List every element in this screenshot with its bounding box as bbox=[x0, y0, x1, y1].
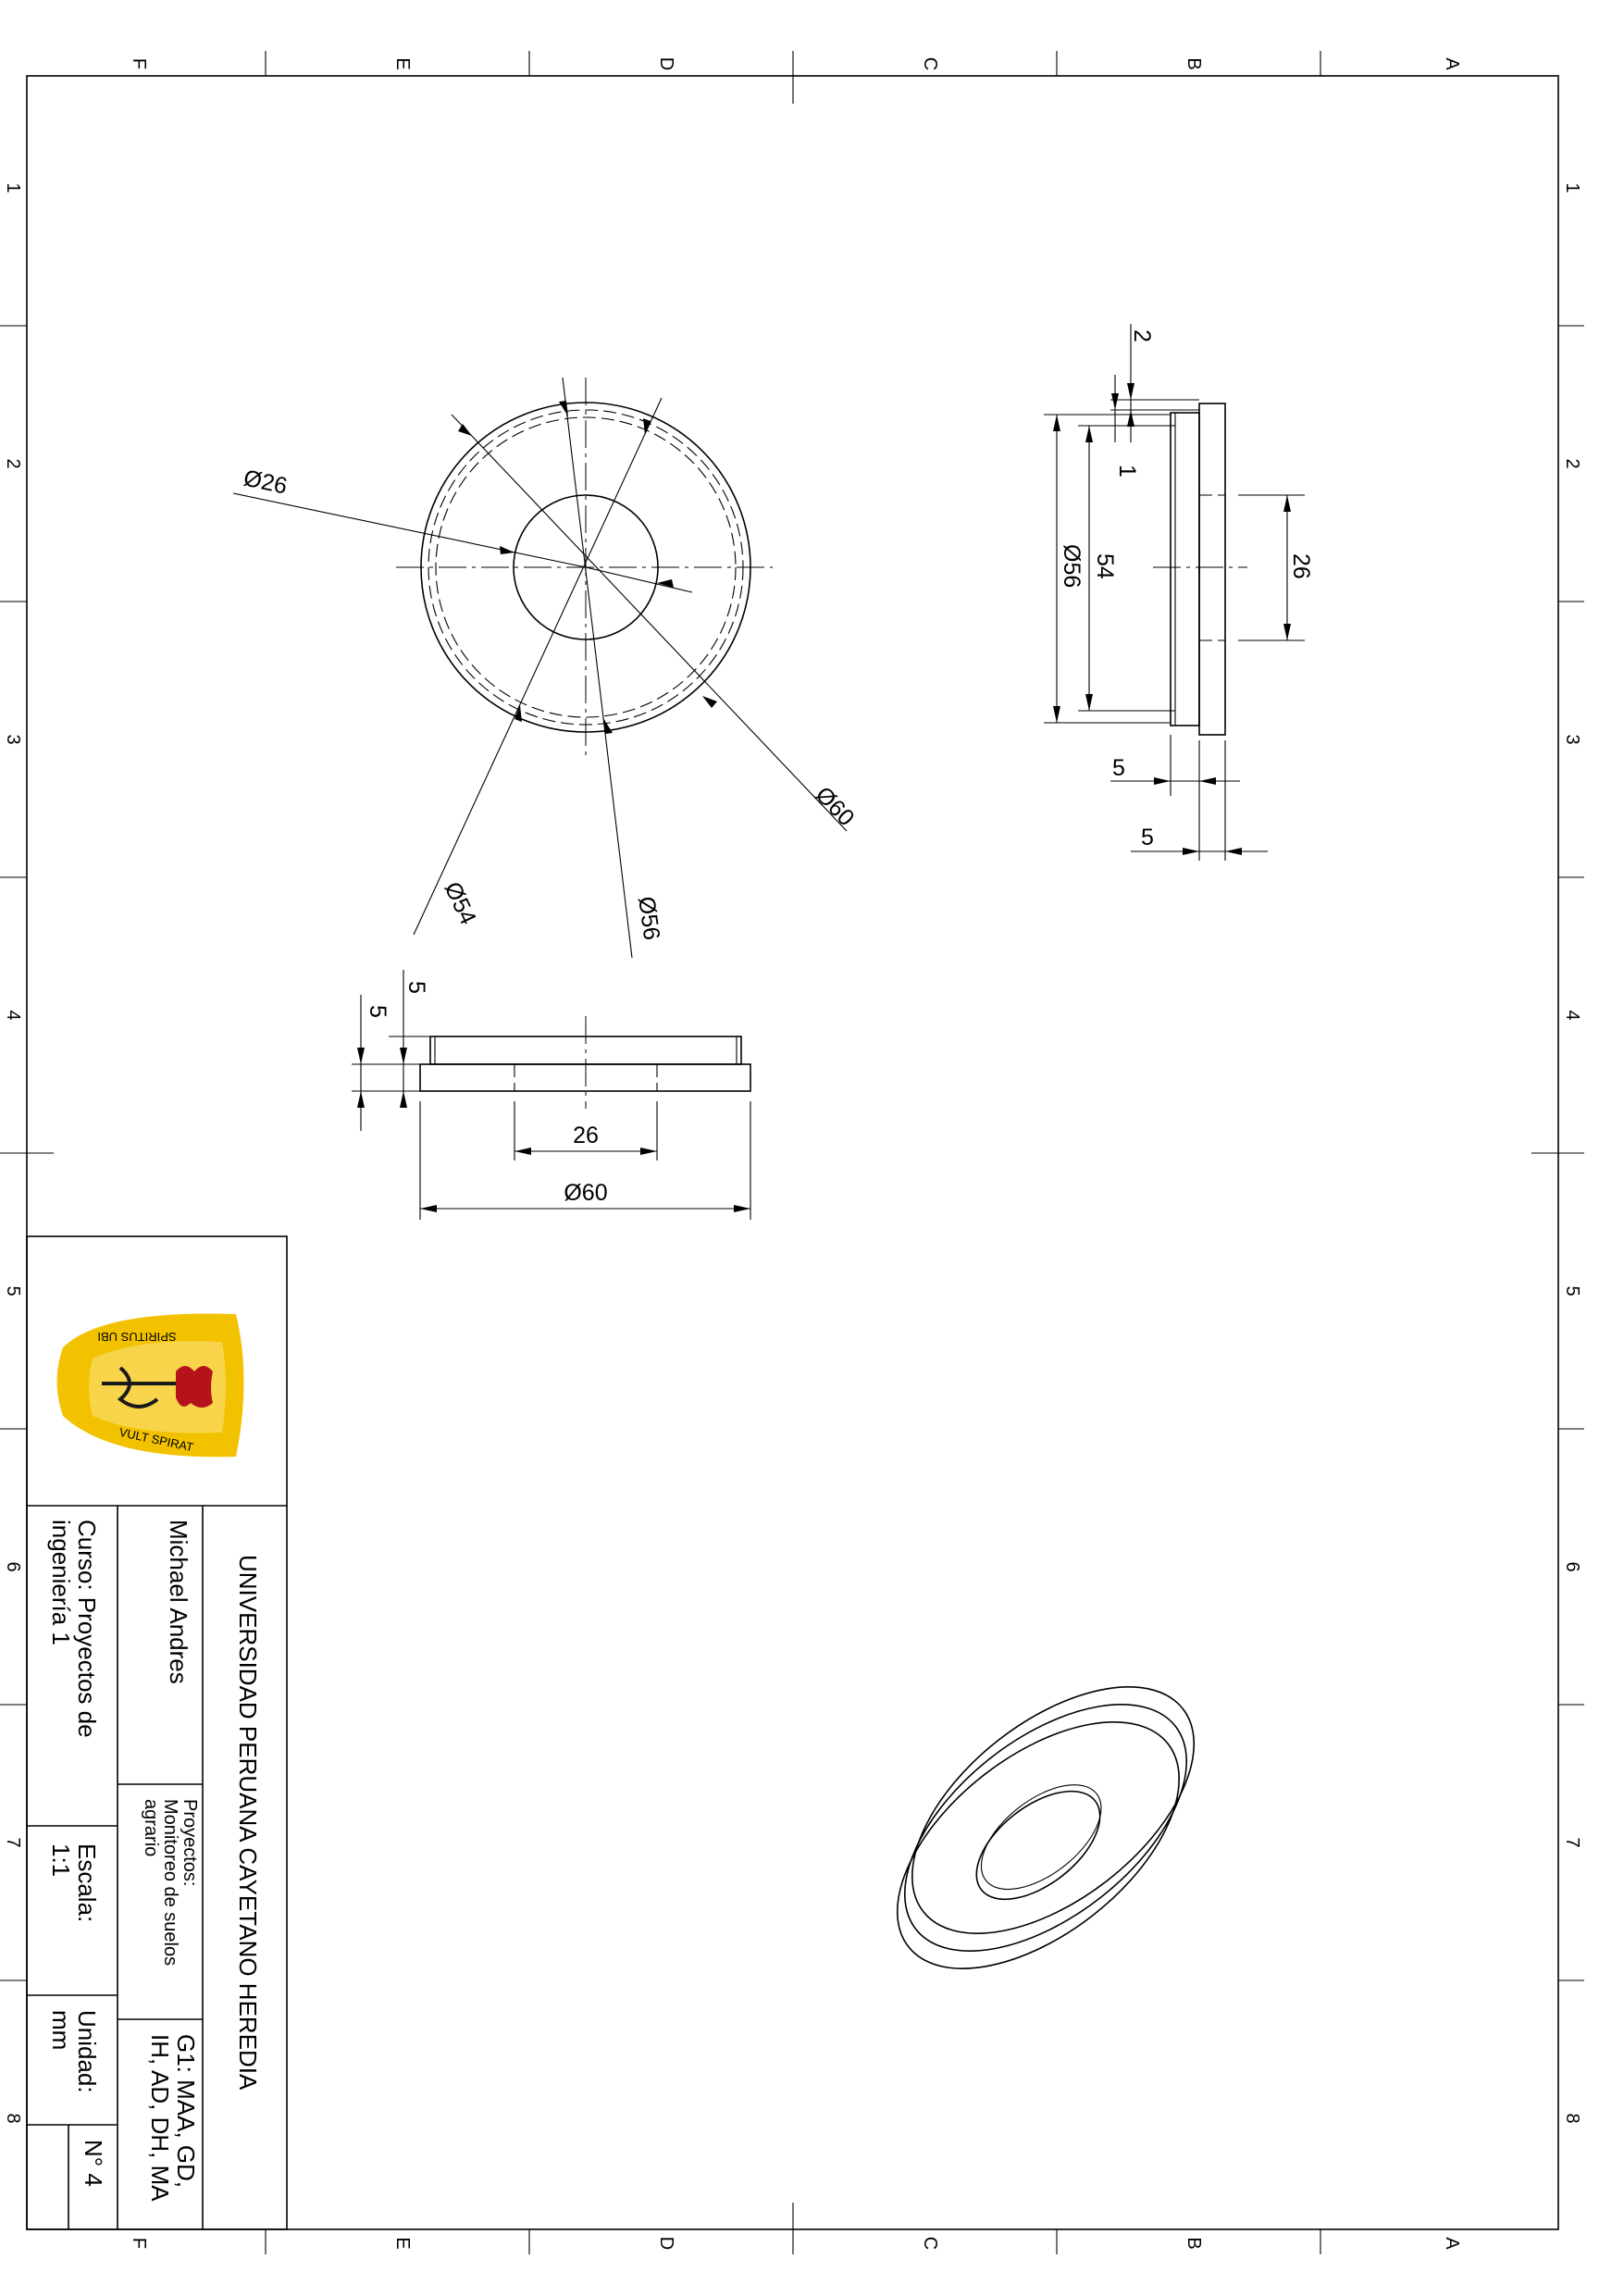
front-view-arrow-56b bbox=[603, 718, 613, 734]
bottom-view-dim-5a-label: 5 bbox=[403, 981, 429, 994]
bottom-view-dim-26-label: 26 bbox=[573, 1123, 599, 1148]
group-line-2: IH, AD, DH, MA bbox=[146, 2034, 174, 2202]
unit-value: mm bbox=[47, 2010, 75, 2050]
front-view: Ø26 Ø60 Ø54 Ø56 bbox=[232, 377, 860, 959]
course-line-2: ingeniería 1 bbox=[47, 1520, 75, 1645]
front-view-dia-26-label: Ø26 bbox=[242, 465, 290, 499]
side-view-dim-26-label: 26 bbox=[1288, 553, 1314, 579]
author-name: Michael Andres bbox=[165, 1520, 192, 1684]
project-line-2: Monitoreo de suelos bbox=[160, 1799, 180, 1966]
zone-label-8-left: 8 bbox=[3, 2113, 23, 2123]
group-line-1: G1: MAA, GD, bbox=[172, 2034, 200, 2188]
side-view-dim-54-label: 54 bbox=[1092, 553, 1118, 579]
project-line-3: agrario bbox=[141, 1799, 161, 1856]
isometric-view bbox=[896, 1686, 1196, 1969]
zone-label-8-right: 8 bbox=[1562, 2113, 1582, 2123]
zone-label-1-right: 1 bbox=[1562, 182, 1582, 192]
zone-label-4-left: 4 bbox=[3, 1010, 23, 1020]
zone-label-3-right: 3 bbox=[1562, 734, 1582, 744]
zone-label-F-top: F bbox=[129, 58, 149, 69]
zone-label-E-top: E bbox=[392, 57, 413, 69]
front-view-arrow-56a bbox=[559, 401, 568, 416]
zone-label-6-left: 6 bbox=[3, 1561, 23, 1571]
zone-label-D-top: D bbox=[656, 57, 676, 70]
zone-label-C-top: C bbox=[920, 57, 940, 70]
zone-label-C-bottom: C bbox=[920, 2237, 940, 2250]
zone-label-A-bottom: A bbox=[1442, 2237, 1462, 2250]
course-line-1: Curso: Proyectos de bbox=[73, 1520, 101, 1738]
university-name: UNIVERSIDAD PERUANA CAYETANO HEREDIA bbox=[234, 1555, 262, 2091]
sheet-number: N° 4 bbox=[80, 2140, 107, 2187]
zone-label-B-top: B bbox=[1184, 57, 1204, 69]
logo-text-top: SPIRITUS UBI bbox=[97, 1330, 176, 1344]
zone-label-7-left: 7 bbox=[3, 1837, 23, 1847]
zone-label-5-left: 5 bbox=[3, 1285, 23, 1296]
zone-label-3-left: 3 bbox=[3, 734, 23, 744]
side-view-dim-5b-label: 5 bbox=[1141, 825, 1154, 850]
zone-label-A-top: A bbox=[1442, 57, 1462, 70]
front-view-arrow-26b bbox=[657, 579, 674, 588]
zone-label-5-right: 5 bbox=[1562, 1285, 1582, 1296]
zone-label-7-right: 7 bbox=[1562, 1837, 1582, 1847]
bottom-view-dia-60-label: Ø60 bbox=[564, 1180, 607, 1206]
front-view-arrow-60a bbox=[458, 424, 472, 436]
university-logo: SPIRITUS UBI VULT SPIRAT bbox=[56, 1313, 244, 1458]
side-view: 2 1 54 Ø56 26 5 5 bbox=[1044, 324, 1314, 861]
zone-label-2-left: 2 bbox=[3, 458, 23, 468]
zone-label-6-right: 6 bbox=[1562, 1561, 1582, 1571]
zone-labels-top: F E D C B A bbox=[129, 57, 1462, 71]
bottom-view-dim-5b-label: 5 bbox=[365, 1005, 391, 1018]
zone-labels-left: 1 2 3 4 5 6 7 8 bbox=[3, 182, 23, 2123]
side-view-dim-1-label: 1 bbox=[1114, 465, 1140, 478]
drawing-frame bbox=[0, 51, 1584, 2254]
zone-label-2-right: 2 bbox=[1562, 458, 1582, 468]
bottom-view: 5 5 26 Ø60 bbox=[352, 970, 751, 1220]
front-view-arrow-54b bbox=[514, 705, 522, 722]
side-view-dia-56-label: Ø56 bbox=[1059, 544, 1085, 588]
front-view-dia-54-label: Ø54 bbox=[440, 878, 481, 929]
zone-labels-right: 1 2 3 4 5 6 7 8 bbox=[1562, 182, 1582, 2123]
zone-labels-bottom: F E D C B A bbox=[129, 2237, 1462, 2251]
zone-label-B-bottom: B bbox=[1184, 2237, 1204, 2249]
title-block: SPIRITUS UBI VULT SPIRAT UNIVERSIDAD PER… bbox=[26, 1235, 288, 2230]
front-view-arrow-60b bbox=[702, 696, 717, 708]
side-view-dim-2-label: 2 bbox=[1129, 329, 1155, 342]
zone-label-F-bottom: F bbox=[129, 2238, 149, 2249]
unit-label: Unidad: bbox=[73, 2010, 101, 2093]
front-view-arrow-54a bbox=[643, 418, 651, 435]
front-view-dia-60-label: Ø60 bbox=[811, 782, 860, 831]
front-view-arrow-26a bbox=[500, 546, 514, 554]
project-line-1: Proyectos: bbox=[180, 1799, 200, 1886]
zone-label-4-right: 4 bbox=[1562, 1010, 1582, 1020]
scale-label: Escala: bbox=[73, 1843, 101, 1922]
zone-label-E-bottom: E bbox=[392, 2237, 413, 2249]
zone-label-D-bottom: D bbox=[656, 2237, 676, 2250]
front-view-dia-56-label: Ø56 bbox=[633, 895, 664, 942]
side-view-dim-5a-label: 5 bbox=[1112, 755, 1125, 781]
zone-label-1-left: 1 bbox=[3, 182, 23, 192]
scale-value: 1:1 bbox=[47, 1843, 75, 1877]
